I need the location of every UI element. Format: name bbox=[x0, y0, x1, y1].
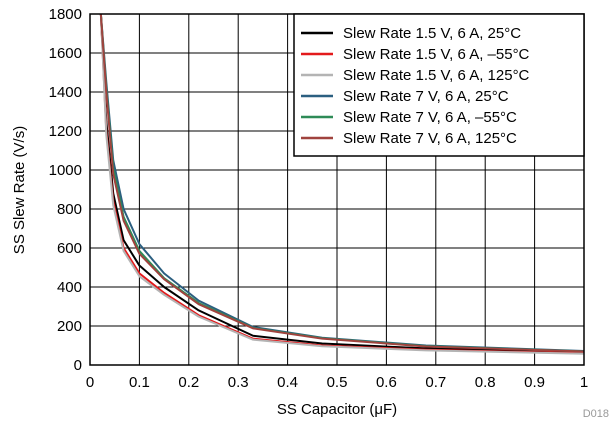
y-tick-label: 1000 bbox=[49, 162, 82, 179]
series-line-6 bbox=[99, 14, 584, 353]
x-tick-label: 0.9 bbox=[524, 374, 545, 391]
legend-items: Slew Rate 1.5 V, 6 A, 25°C Slew Rate 1.5 … bbox=[301, 25, 530, 147]
y-tick-label: 1400 bbox=[49, 84, 82, 101]
y-tick-label: 0 bbox=[74, 357, 82, 374]
x-tick-label: 0.1 bbox=[129, 374, 150, 391]
x-tick-label: 0.5 bbox=[327, 374, 348, 391]
y-tick-labels: 0 200 400 600 800 1000 1200 1400 1600 1800 bbox=[49, 6, 82, 374]
x-tick-label: 0.8 bbox=[475, 374, 496, 391]
legend-label-2: Slew Rate 1.5 V, 6 A, –55°C bbox=[343, 46, 530, 63]
x-tick-label: 0.4 bbox=[277, 374, 298, 391]
x-tick-label: 0.6 bbox=[376, 374, 397, 391]
y-tick-label: 600 bbox=[57, 240, 82, 257]
x-tick-label: 0.7 bbox=[425, 374, 446, 391]
legend-box bbox=[293, 13, 585, 157]
y-tick-label: 1600 bbox=[49, 45, 82, 62]
y-tick-label: 400 bbox=[57, 279, 82, 296]
legend-label-1: Slew Rate 1.5 V, 6 A, 25°C bbox=[343, 25, 521, 42]
legend-label-4: Slew Rate 7 V, 6 A, 25°C bbox=[343, 88, 509, 105]
series-lines bbox=[99, 14, 584, 355]
x-axis-title: SS Capacitor (μF) bbox=[277, 401, 397, 418]
x-tick-label: 1 bbox=[580, 374, 588, 391]
legend: Slew Rate 1.5 V, 6 A, 25°C Slew Rate 1.5 … bbox=[293, 13, 585, 157]
legend-label-3: Slew Rate 1.5 V, 6 A, 125°C bbox=[343, 67, 530, 84]
figure-id-footnote: D018 bbox=[583, 408, 609, 420]
y-tick-label: 1800 bbox=[49, 6, 82, 23]
legend-label-6: Slew Rate 7 V, 6 A, 125°C bbox=[343, 130, 517, 147]
x-tick-labels: 0 0.1 0.2 0.3 0.4 0.5 0.6 0.7 0.8 0.9 1 bbox=[86, 374, 588, 391]
y-tick-label: 200 bbox=[57, 318, 82, 335]
x-tick-label: 0.3 bbox=[228, 374, 249, 391]
legend-label-5: Slew Rate 7 V, 6 A, –55°C bbox=[343, 109, 517, 126]
y-tick-label: 1200 bbox=[49, 123, 82, 140]
series-line-3 bbox=[99, 14, 584, 355]
y-axis-title: SS Slew Rate (V/s) bbox=[11, 126, 28, 254]
x-tick-label: 0.2 bbox=[178, 374, 199, 391]
y-tick-label: 800 bbox=[57, 201, 82, 218]
x-tick-label: 0 bbox=[86, 374, 94, 391]
